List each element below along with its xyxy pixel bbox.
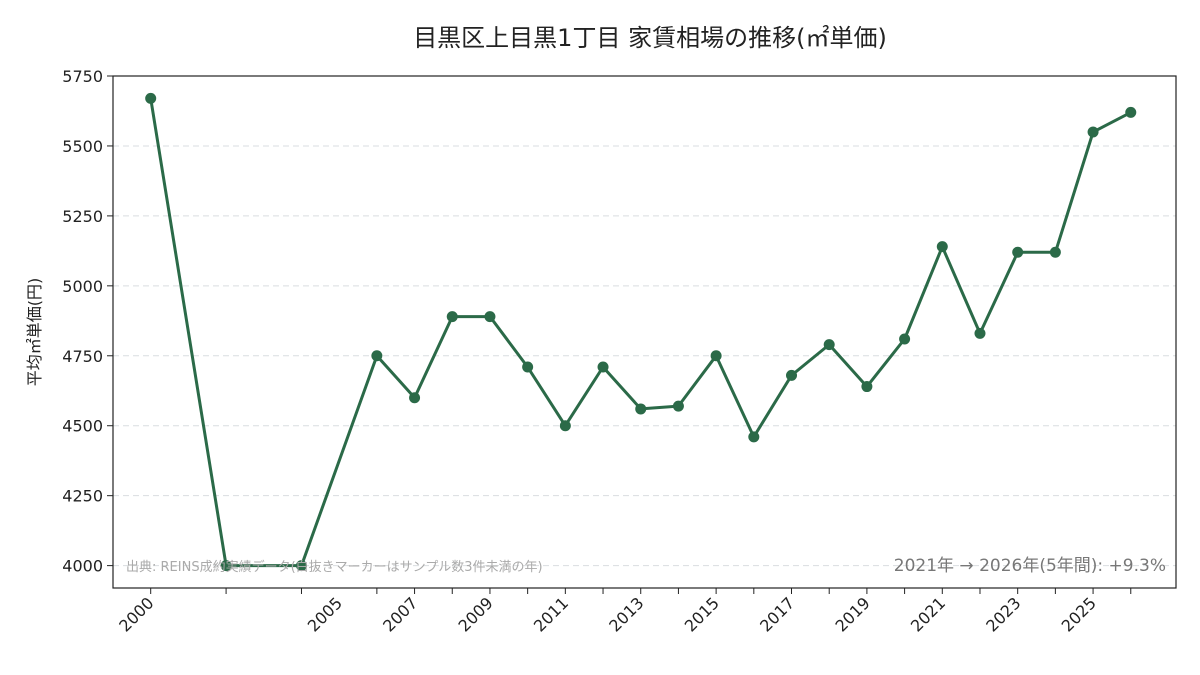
data-point bbox=[446, 311, 458, 323]
x-tick-label: 2019 bbox=[832, 593, 874, 635]
x-tick-label: 2013 bbox=[605, 593, 647, 635]
y-tick-label: 4750 bbox=[62, 347, 103, 366]
data-point bbox=[786, 369, 798, 381]
y-tick-label: 4000 bbox=[62, 557, 103, 576]
y-tick-label: 5250 bbox=[62, 207, 103, 226]
data-point bbox=[1125, 106, 1137, 118]
series-line-group bbox=[145, 92, 1137, 572]
data-point bbox=[1012, 246, 1024, 258]
data-point bbox=[409, 392, 421, 404]
change-note: 2021年 → 2026年(5年間): +9.3% bbox=[894, 556, 1166, 576]
data-point bbox=[710, 350, 722, 362]
chart-title: 目黒区上目黒1丁目 家賃相場の推移(㎡単価) bbox=[413, 24, 887, 52]
x-tick-label: 2005 bbox=[304, 593, 346, 635]
data-point bbox=[823, 339, 835, 351]
data-point bbox=[597, 361, 609, 373]
data-point bbox=[371, 350, 383, 362]
data-point bbox=[145, 92, 157, 104]
data-point bbox=[861, 381, 873, 393]
x-tick-label: 2000 bbox=[115, 593, 157, 635]
y-tick-label: 4500 bbox=[62, 417, 103, 436]
data-point bbox=[899, 333, 911, 345]
data-point bbox=[936, 241, 948, 253]
y-tick-label: 5500 bbox=[62, 137, 103, 156]
data-point bbox=[295, 560, 307, 572]
data-point bbox=[672, 400, 684, 412]
y-axis: 4000 4250 4500 4750 5000 5250 5500 5750 bbox=[62, 67, 113, 576]
plot-frame bbox=[112, 75, 1177, 589]
y-axis-label: 平均㎡単価(円) bbox=[25, 278, 44, 387]
y-tick-label: 5750 bbox=[62, 67, 103, 86]
data-point bbox=[559, 420, 571, 432]
x-tick-label: 2015 bbox=[681, 593, 723, 635]
data-point bbox=[1049, 246, 1061, 258]
x-tick-label: 2009 bbox=[455, 593, 497, 635]
x-tick-label: 2007 bbox=[379, 593, 421, 635]
data-point bbox=[220, 560, 232, 572]
data-point bbox=[635, 403, 647, 415]
x-tick-label: 2025 bbox=[1058, 593, 1100, 635]
data-point bbox=[974, 327, 986, 339]
data-point bbox=[522, 361, 534, 373]
gridlines bbox=[113, 145, 1176, 567]
x-tick-label: 2023 bbox=[982, 593, 1024, 635]
source-note: 出典: REINS成約実績データ(白抜きマーカーはサンプル数3件未満の年) bbox=[126, 559, 543, 575]
x-tick-label: 2021 bbox=[907, 593, 949, 635]
y-tick-label: 5000 bbox=[62, 277, 103, 296]
data-point bbox=[484, 311, 496, 323]
x-tick-label: 2011 bbox=[530, 593, 572, 635]
series-line bbox=[149, 98, 1132, 568]
data-point bbox=[748, 431, 760, 443]
x-tick-label: 2017 bbox=[756, 593, 798, 635]
data-point bbox=[1087, 126, 1099, 138]
x-axis: 2000 2005 2007 2009 2011 2013 2015 2017 2019 2021… bbox=[115, 588, 1132, 636]
y-tick-label: 4250 bbox=[62, 487, 103, 506]
